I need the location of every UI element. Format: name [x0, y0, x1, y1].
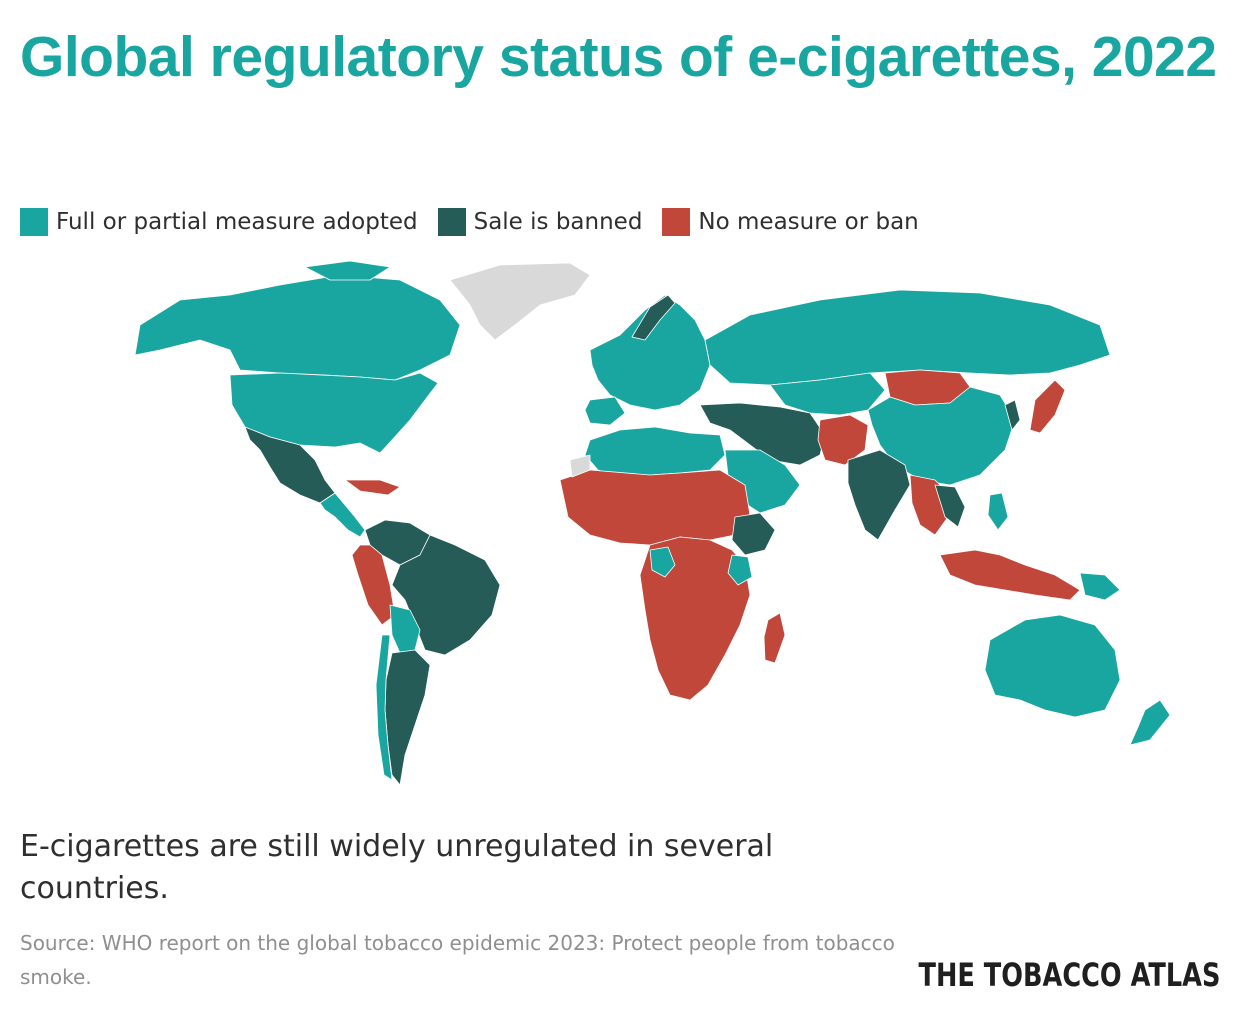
legend-label-banned: Sale is banned: [473, 209, 643, 235]
legend-swatch-banned: [437, 208, 466, 236]
region-chile: [375, 634, 393, 781]
chart-subtitle: E-cigarettes are still widely unregulate…: [20, 829, 774, 906]
chart-title: Global regulatory status of e-cigarettes…: [20, 25, 1217, 89]
region-brazil: [391, 534, 501, 656]
region-ethiopia: [731, 512, 776, 556]
region-greenland: [449, 262, 591, 341]
region-north-africa: [584, 426, 726, 478]
region-korea: [1004, 399, 1021, 431]
region-sahel: [559, 469, 751, 546]
region-kenya: [727, 554, 753, 586]
source-note: Source: WHO report on the global tobacco…: [20, 931, 895, 989]
region-central-america: [319, 492, 366, 538]
region-png: [1079, 572, 1121, 601]
region-indonesia: [939, 549, 1081, 601]
region-middle-east: [699, 402, 826, 466]
legend-swatch-full-partial: [20, 208, 48, 236]
legend-swatch-no-measure: [662, 208, 691, 236]
region-norway: [631, 294, 676, 341]
region-india: [847, 449, 911, 541]
legend-label-full-partial: Full or partial measure adopted: [56, 209, 418, 235]
world-map: [134, 260, 1171, 786]
region-new-zealand: [1129, 699, 1171, 746]
legend: Full or partial measure adopted Sale is …: [20, 208, 939, 236]
region-central-africa: [649, 546, 676, 578]
region-arctic-islands: [304, 260, 391, 281]
legend-item-full-partial: Full or partial measure adopted: [20, 208, 418, 236]
region-western-sahara: [569, 454, 591, 478]
region-indochina: [934, 484, 966, 528]
brand-logo: THE TOBACCO ATLAS: [918, 956, 1220, 994]
legend-label-no-measure: No measure or ban: [698, 209, 919, 235]
region-china: [867, 386, 1016, 486]
region-peru: [351, 544, 396, 626]
region-canada-alaska: [134, 274, 461, 381]
region-europe: [589, 294, 711, 411]
legend-item-no-measure: No measure or ban: [662, 208, 919, 236]
region-iberia: [584, 396, 626, 426]
legend-item-banned: Sale is banned: [437, 208, 643, 236]
region-southern-cone: [384, 649, 431, 786]
region-madagascar: [763, 612, 786, 664]
region-southern-africa: [639, 536, 751, 701]
region-caribbean: [344, 479, 401, 496]
region-australia: [984, 614, 1121, 718]
region-japan: [1029, 379, 1066, 434]
region-philippines: [987, 492, 1009, 531]
